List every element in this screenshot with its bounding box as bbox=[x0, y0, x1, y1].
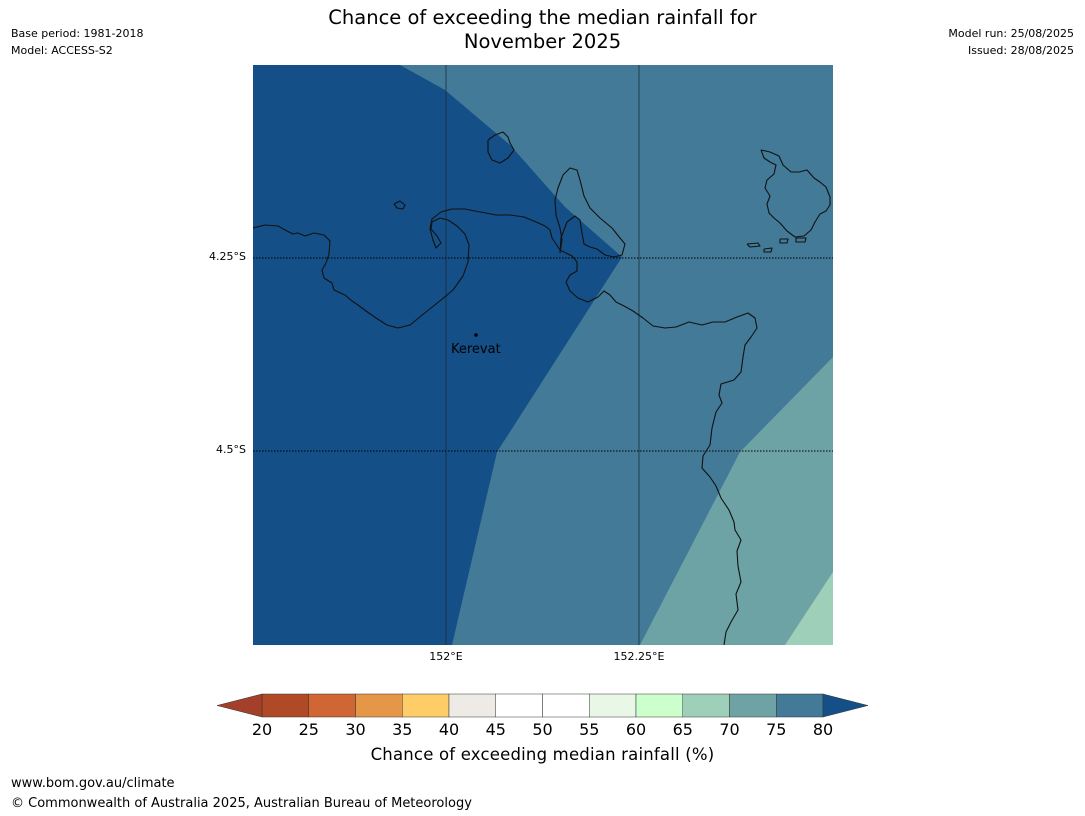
colorbar-over-arrow bbox=[822, 693, 869, 718]
coastline-duke-of-york bbox=[554, 167, 626, 258]
forecast-map bbox=[253, 65, 833, 645]
title-line-2: November 2025 bbox=[463, 30, 622, 53]
coastlines bbox=[253, 131, 831, 645]
coastline-islet-small bbox=[393, 200, 406, 210]
colorbar-tick-label: 80 bbox=[812, 720, 834, 739]
colorbar-segment bbox=[495, 693, 543, 718]
colorbar-tick-label: 30 bbox=[345, 720, 366, 739]
colorbar-under-arrow bbox=[216, 693, 263, 718]
metadata-right: Model run: 25/08/2025 Issued: 28/08/2025 bbox=[948, 25, 1074, 59]
fill-region-70-75 bbox=[640, 357, 833, 645]
colorbar-tick-label: 20 bbox=[251, 720, 273, 739]
map-title: Chance of exceeding the median rainfall … bbox=[200, 6, 885, 54]
fill-region-65-70 bbox=[785, 572, 833, 645]
coastline-new-ireland bbox=[760, 149, 831, 238]
coastline-main bbox=[253, 208, 758, 645]
colorbar-tick-label: 75 bbox=[766, 720, 787, 739]
latitude-label: 4.25°S bbox=[209, 250, 246, 263]
coastline-islet-east-4 bbox=[795, 237, 807, 243]
title-line-1: Chance of exceeding the median rainfall … bbox=[328, 6, 757, 29]
model-run-text: Model run: 25/08/2025 bbox=[948, 27, 1074, 40]
colorbar-tick-label: 25 bbox=[298, 720, 319, 739]
footer: www.bom.gov.au/climate © Commonwealth of… bbox=[11, 774, 472, 814]
colorbar-segment bbox=[448, 693, 496, 718]
colorbar-segment bbox=[635, 693, 683, 718]
kerevat-marker bbox=[474, 333, 478, 337]
colorbar-segment bbox=[682, 693, 730, 718]
footer-url: www.bom.gov.au/climate bbox=[11, 776, 175, 791]
coastline-islet-east bbox=[746, 242, 761, 248]
longitude-label: 152°E bbox=[429, 650, 463, 663]
colorbar-tick-label: 35 bbox=[392, 720, 413, 739]
colorbar-tick-label: 40 bbox=[438, 720, 460, 739]
longitude-label: 152.25°E bbox=[613, 650, 665, 663]
place-label-kerevat: Kerevat bbox=[451, 342, 501, 357]
footer-copyright: © Commonwealth of Australia 2025, Austra… bbox=[11, 796, 472, 811]
colorbar-tick-label: 70 bbox=[719, 720, 740, 739]
colorbar-tick-label: 60 bbox=[625, 720, 647, 739]
colorbar-segment bbox=[308, 693, 356, 718]
model-text: Model: ACCESS-S2 bbox=[11, 44, 113, 57]
colorbar-segment bbox=[589, 693, 637, 718]
colorbar bbox=[216, 693, 869, 718]
colorbar-segment bbox=[261, 693, 309, 718]
colorbar-segment bbox=[776, 693, 824, 718]
colorbar-segment bbox=[402, 693, 450, 718]
coastline-islet-north bbox=[487, 131, 515, 164]
metadata-left: Base period: 1981-2018 Model: ACCESS-S2 bbox=[11, 25, 143, 59]
coastline-islet-east-3 bbox=[779, 238, 789, 244]
colorbar-tick-label: 45 bbox=[485, 720, 506, 739]
colorbar-segment bbox=[542, 693, 590, 718]
base-period-text: Base period: 1981-2018 bbox=[11, 27, 144, 40]
issued-text: Issued: 28/08/2025 bbox=[967, 44, 1074, 57]
latitude-label: 4.5°S bbox=[216, 443, 246, 456]
colorbar-tick-label: 65 bbox=[672, 720, 693, 739]
colorbar-segment bbox=[729, 693, 777, 718]
colorbar-label: Chance of exceeding median rainfall (%) bbox=[370, 745, 715, 764]
colorbar-tick-label: 55 bbox=[579, 720, 600, 739]
colorbar-tick-label: 50 bbox=[532, 720, 553, 739]
colorbar-segment bbox=[355, 693, 403, 718]
coastline-islet-east-2 bbox=[763, 247, 773, 253]
